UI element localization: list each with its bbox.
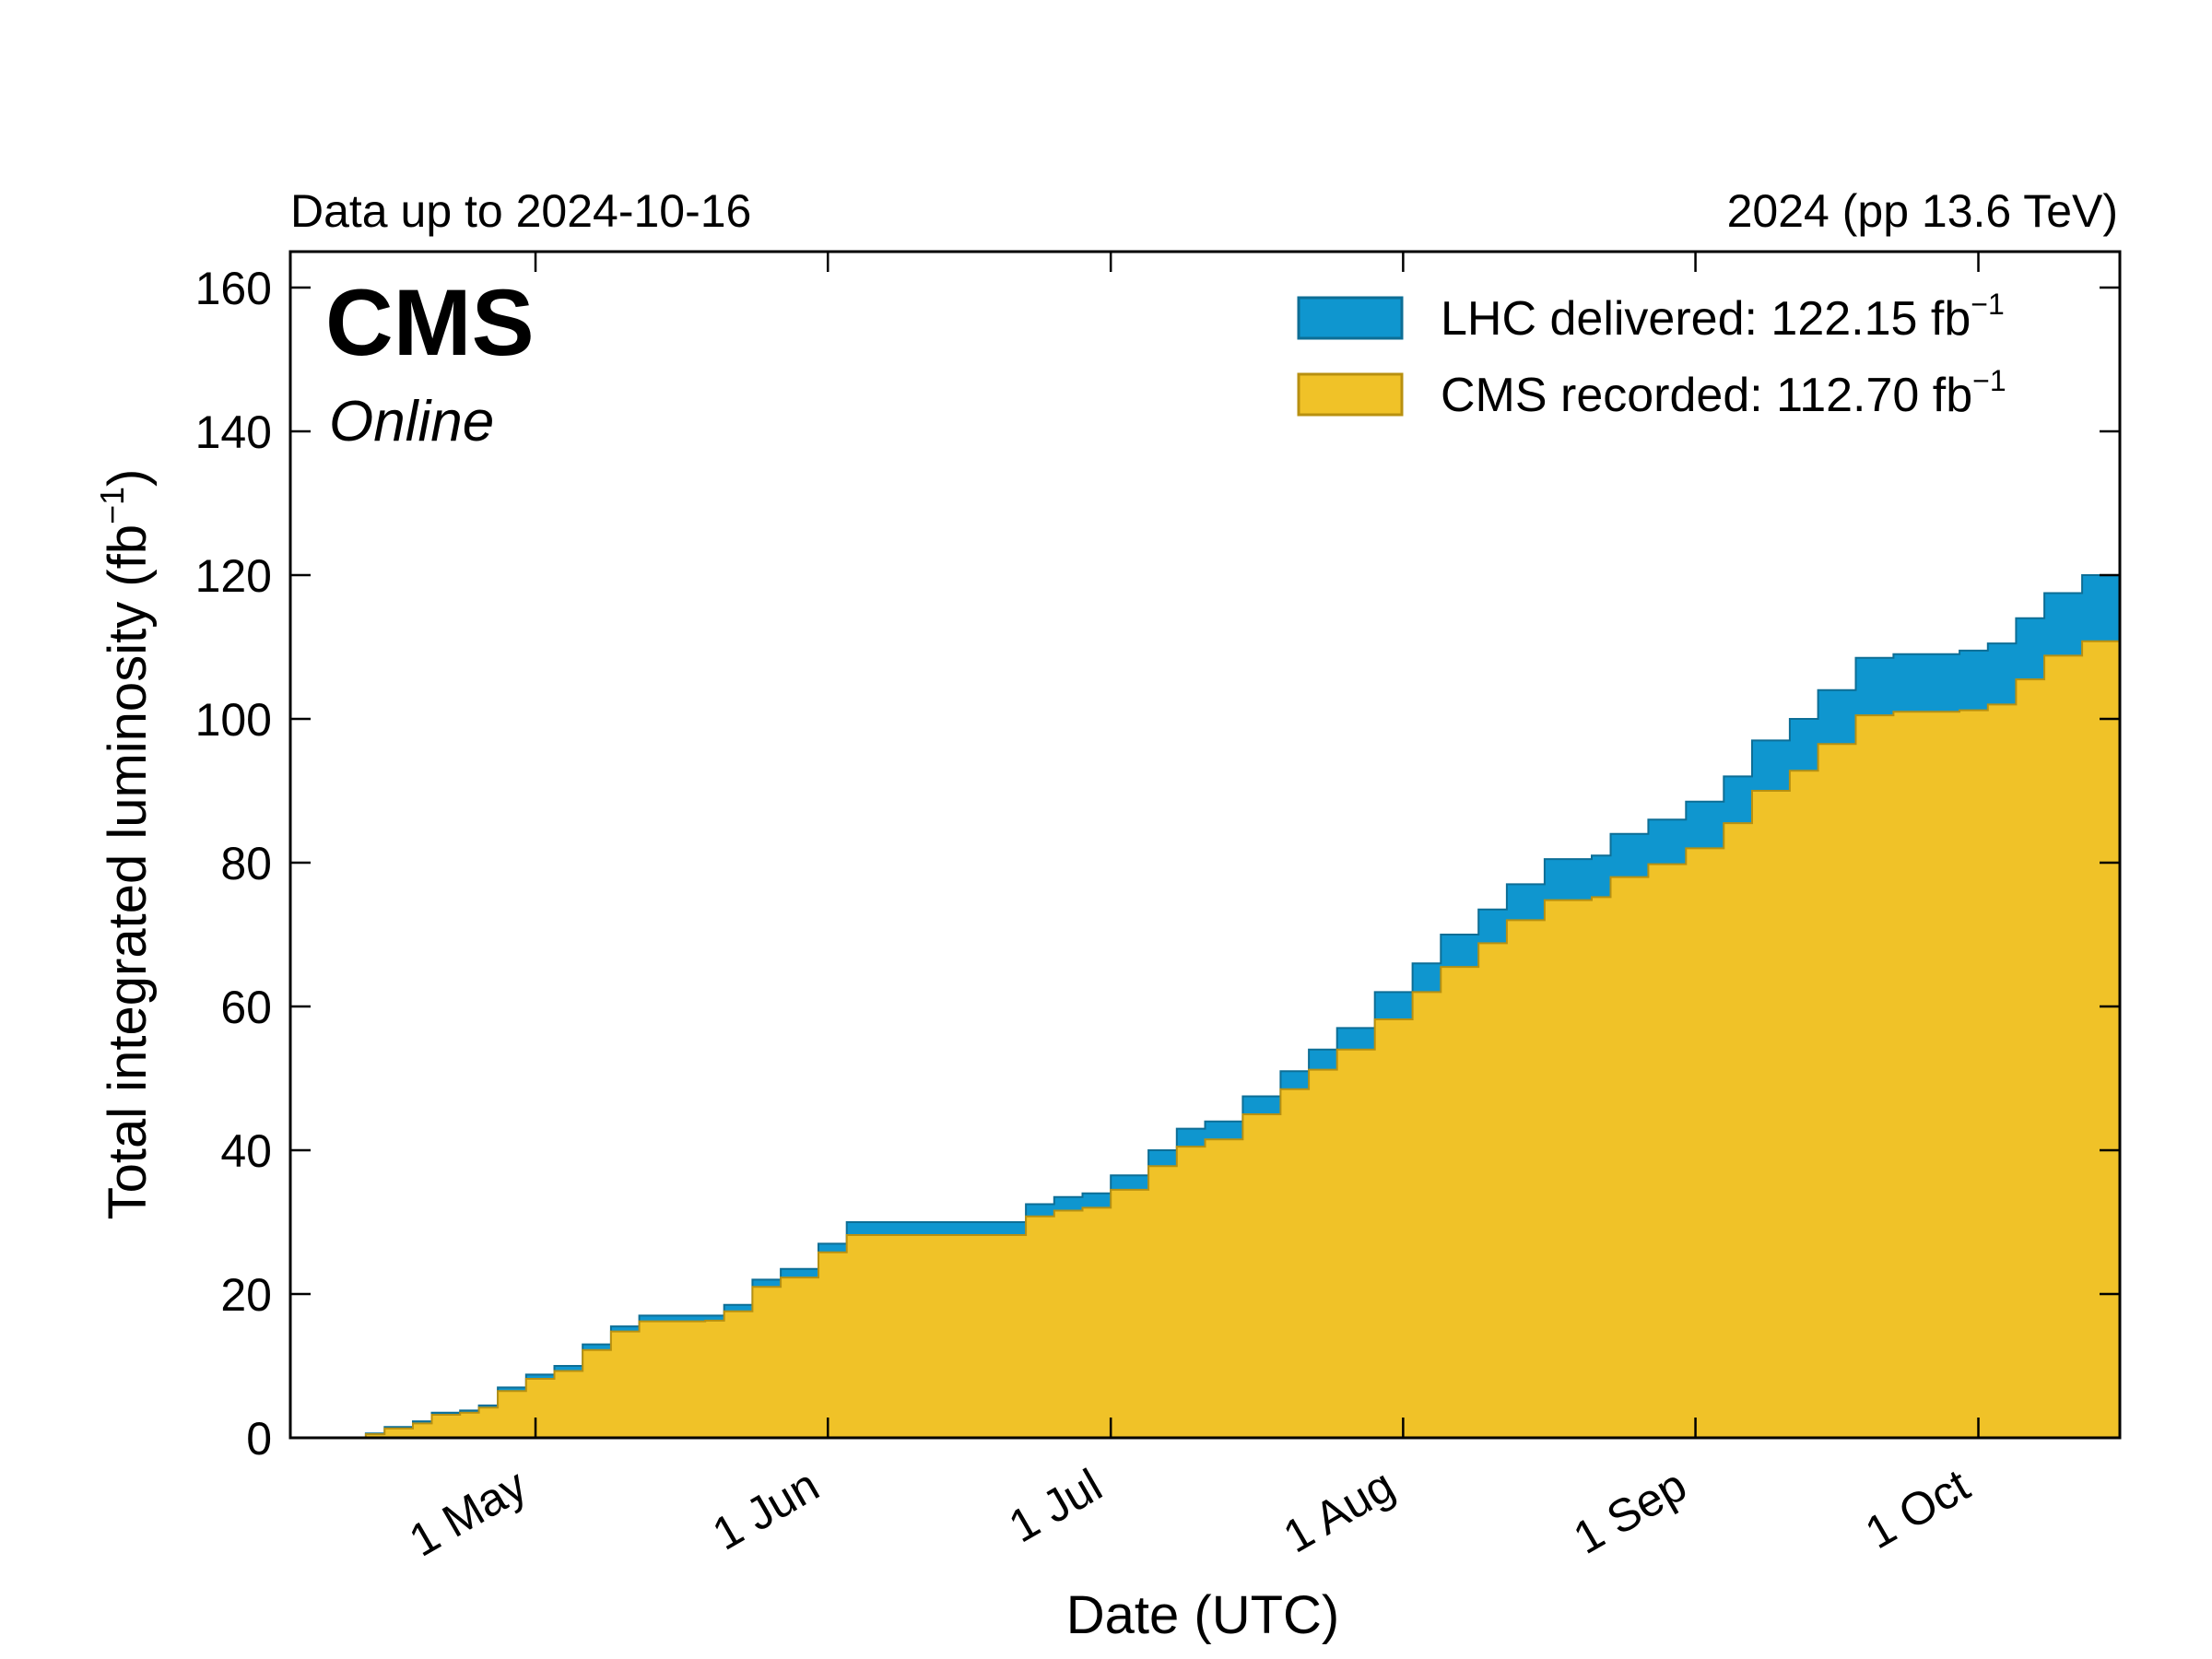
status-label: Online — [329, 390, 494, 453]
experiment-logo-text: CMS — [325, 270, 535, 375]
y-tick-label: 80 — [220, 838, 272, 889]
plot-areas — [290, 559, 2121, 1439]
y-tick-labels: 0 20 40 60 80 100 120 140 160 — [195, 263, 272, 1465]
data-up-to-label: Data up to 2024-10-16 — [290, 185, 751, 237]
y-tick-label: 60 — [220, 982, 272, 1033]
y-tick-label: 100 — [195, 694, 272, 746]
legend: LHC delivered: 122.15 fb−1 CMS recorded:… — [1297, 288, 2006, 422]
cms-recorded-area — [290, 627, 2121, 1439]
x-axis-title: Date (UTC) — [1066, 1585, 1339, 1645]
legend-swatch-recorded — [1297, 372, 1404, 417]
y-tick-label: 140 — [195, 406, 272, 458]
legend-swatch-delivered — [1297, 296, 1404, 340]
y-tick-label: 120 — [195, 550, 272, 602]
y-tick-label: 160 — [195, 263, 272, 314]
legend-label-recorded: CMS recorded: 112.70 fb−1 — [1441, 364, 2006, 422]
y-tick-label: 0 — [246, 1413, 272, 1465]
y-tick-label: 20 — [220, 1269, 272, 1321]
y-tick-label: 40 — [220, 1125, 272, 1177]
axis-ticks — [290, 252, 2120, 1440]
y-axis-title: Total integrated luminosity (fb−1) — [93, 469, 158, 1220]
legend-label-delivered: LHC delivered: 122.15 fb−1 — [1441, 288, 2005, 346]
run-conditions-label: 2024 (pp 13.6 TeV) — [1727, 185, 2118, 237]
plot-frame — [288, 250, 2122, 1440]
